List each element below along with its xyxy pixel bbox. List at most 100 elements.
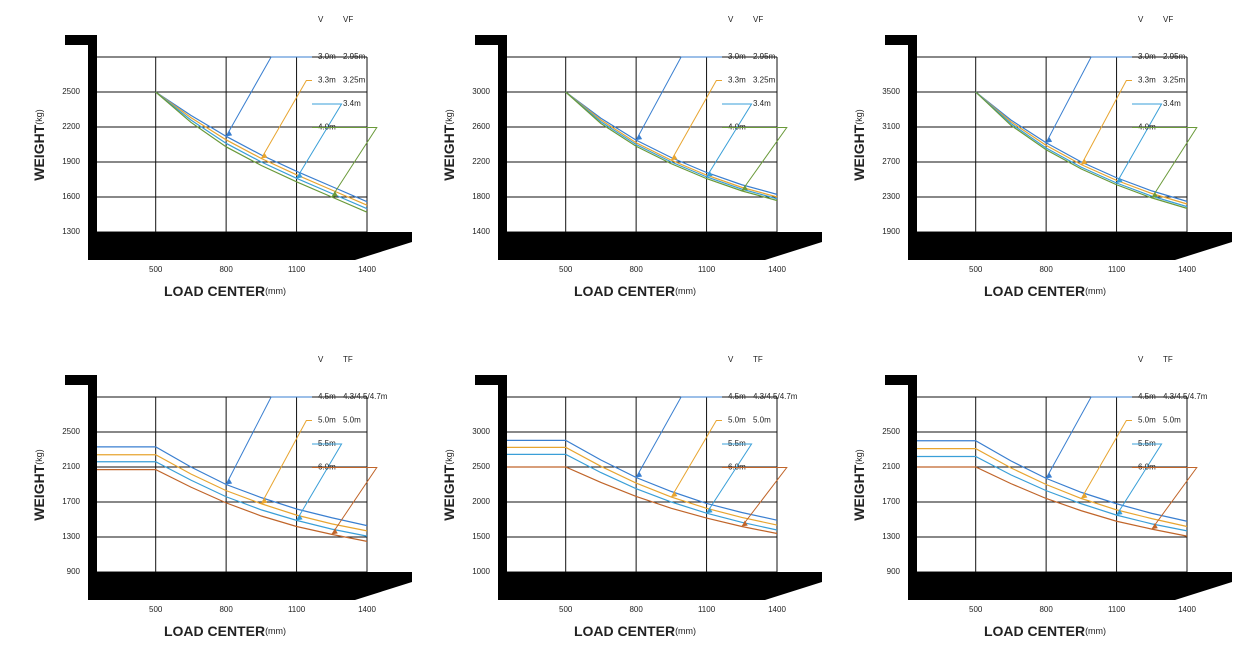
x-tick-label: 500 [969,605,983,614]
legend-leader [1080,80,1132,165]
leader-arrow [1116,177,1123,183]
legend-leader [722,467,788,527]
legend-label: 5.0m [753,416,771,425]
x-tick-label: 1100 [1108,265,1126,274]
x-axis-name: LOAD CENTER [984,623,1085,639]
legend-leader [635,396,722,478]
x-tick-label: 500 [969,265,983,274]
x-tick-label: 500 [559,265,573,274]
legend-leader [260,80,312,159]
y-tick-label: 1900 [882,227,900,236]
x-axis-unit: (mm) [1085,626,1106,636]
x-axis-unit: (mm) [1085,286,1106,296]
legend-label: 3.0m [318,52,336,61]
y-axis-name: WEIGHT [851,464,867,520]
leader-arrow [1151,523,1158,530]
legend-label: 2.95m [753,52,776,61]
y-axis-unit: (kg) [854,109,864,125]
legend-leader [225,56,312,137]
x-tick-label: 1400 [358,605,376,614]
series-line [155,91,368,203]
x-tick-label: 1400 [1178,605,1196,614]
chart-panel: 2500 2200 1900 1600 1300 500 800 1100 1400 WEIGHT… [31,15,412,299]
y-tick-label: 1300 [62,227,80,236]
leader-arrow [261,152,268,159]
x-tick-label: 1100 [288,265,306,274]
wall [885,35,917,240]
x-tick-label: 1100 [288,605,306,614]
series-line [565,91,778,202]
x-tick-label: 1400 [358,265,376,274]
x-axis-name: LOAD CENTER [984,283,1085,299]
leader-arrow [1151,191,1158,198]
y-tick-label: 2500 [472,462,490,471]
legend-label: 4.3/4.5/4.7m [343,392,388,401]
wall [475,375,507,580]
legend-leader [296,103,343,179]
leader-arrow [636,471,643,478]
legend-leader [1132,467,1198,530]
y-tick-label: 2200 [62,122,80,131]
leader-arrow [671,154,678,161]
legend-header: VF [753,15,763,24]
leader-arrow [1046,136,1053,143]
legend-header: V [728,15,734,24]
legend-leader [225,396,312,485]
x-tick-label: 1400 [768,605,786,614]
y-axis-title: WEIGHT(kg) [851,109,867,181]
legend-label: 3.0m [728,52,746,61]
legend-header: TF [343,355,353,364]
y-tick-label: 2300 [882,192,900,201]
chart-panel: 3000 2600 2200 1800 1400 500 800 1100 1400 WEIGHT… [441,15,822,299]
x-axis-title: LOAD CENTER(mm) [984,623,1106,639]
leader-arrow [1081,158,1088,165]
legend-leader [312,467,378,535]
legend-label: 3.3m [318,76,336,85]
series-line [507,439,778,521]
legend-label: 3.3m [1138,76,1156,85]
series-line [975,91,1188,209]
legend-label: 2.95m [1163,52,1186,61]
leader-arrow [636,134,643,141]
y-tick-label: 1600 [62,192,80,201]
series-line [565,91,778,198]
legend-label: 4.3/4.5/4.7m [1163,392,1208,401]
leader-arrow [1081,492,1088,499]
legend-header: V [728,355,734,364]
x-axis-title: LOAD CENTER(mm) [984,283,1106,299]
x-axis-title: LOAD CENTER(mm) [574,623,696,639]
y-axis-name: WEIGHT [31,124,47,180]
leader-arrow [671,491,678,498]
y-tick-label: 1000 [472,567,490,576]
y-axis-name: WEIGHT [441,464,457,520]
leader-arrow [296,514,303,521]
series-line [507,446,778,526]
leader-arrow [261,497,268,504]
legend-leader [670,80,722,161]
y-tick-label: 1700 [62,497,80,506]
legend-leader [722,127,788,192]
x-tick-label: 800 [219,605,233,614]
legend-leader [312,127,378,198]
y-axis-name: WEIGHT [851,124,867,180]
floor [908,232,1232,260]
y-tick-label: 2200 [472,157,490,166]
legend-leader [706,103,753,178]
legend-header: VF [1163,15,1173,24]
legend-leader [635,56,722,141]
legend-label: 3.25m [343,76,366,85]
x-axis-unit: (mm) [265,626,286,636]
legend-label: 5.0m [318,416,336,425]
series-line [507,466,778,535]
x-axis-unit: (mm) [265,286,286,296]
series-line [917,448,1188,528]
floor [88,572,412,600]
y-tick-label: 3500 [882,87,900,96]
x-axis-title: LOAD CENTER(mm) [574,283,696,299]
x-axis-name: LOAD CENTER [164,283,265,299]
y-tick-label: 2600 [472,122,490,131]
y-tick-label: 1900 [62,157,80,166]
leader-arrow [1046,472,1053,479]
